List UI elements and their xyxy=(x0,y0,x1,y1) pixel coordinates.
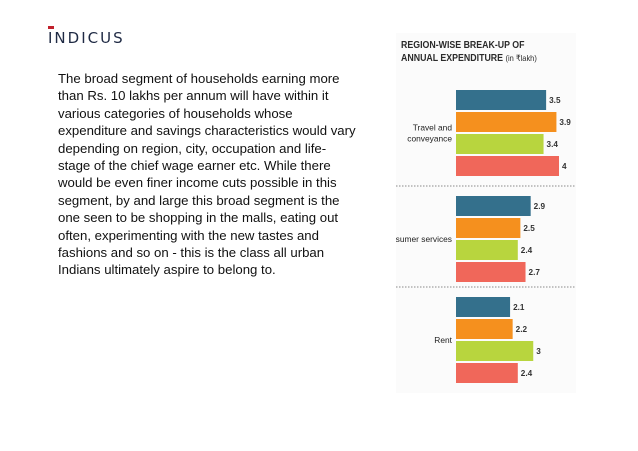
category-label-1-line-2: conveyance xyxy=(407,134,452,144)
data-label-g2-s4: 2.7 xyxy=(529,268,541,277)
bar-g2-s4 xyxy=(456,262,526,282)
category-label-3: Rent xyxy=(434,335,452,345)
data-label-g2-s1: 2.9 xyxy=(534,202,546,211)
data-label-g1-s1: 3.5 xyxy=(549,96,561,105)
data-label-g3-s1: 2.1 xyxy=(513,303,525,312)
body-paragraph: The broad segment of households earning … xyxy=(58,71,356,278)
category-label-2: Consumer services xyxy=(396,234,452,244)
data-label-g3-s4: 2.4 xyxy=(521,369,533,378)
bar-g1-s3 xyxy=(456,134,544,154)
data-label-g3-s3: 3 xyxy=(536,347,541,356)
chart-title-line-2-text: ANNUAL EXPENDITURE xyxy=(401,53,504,64)
chart-title-line-2: ANNUAL EXPENDITURE (in ₹lakh) xyxy=(401,52,537,65)
brand-name: INDICUS xyxy=(48,29,125,47)
data-label-g2-s2: 2.5 xyxy=(523,224,535,233)
bar-g3-s2 xyxy=(456,319,513,339)
data-label-g1-s3: 3.4 xyxy=(547,140,559,149)
bar-g1-s2 xyxy=(456,112,557,132)
chart-title: REGION-WISE BREAK-UP OF ANNUAL EXPENDITU… xyxy=(401,40,537,65)
data-label-g1-s4: 4 xyxy=(562,162,567,171)
bar-g2-s1 xyxy=(456,196,531,216)
category-label-1-line-1: Travel and xyxy=(413,123,453,133)
data-label-g3-s2: 2.2 xyxy=(516,325,528,334)
chart-title-line-1: REGION-WISE BREAK-UP OF xyxy=(401,40,525,51)
bar-g2-s2 xyxy=(456,218,521,238)
data-label-g1-s2: 3.9 xyxy=(559,118,571,127)
bar-g1-s4 xyxy=(456,156,559,176)
bar-g3-s4 xyxy=(456,363,518,383)
chart-unit: (in ₹lakh) xyxy=(505,53,537,63)
indicus-logo: INDICUS xyxy=(48,26,133,50)
bar-g2-s3 xyxy=(456,240,518,260)
bar-g1-s1 xyxy=(456,90,547,110)
logo-accent-mark xyxy=(48,26,54,29)
expenditure-chart-panel: REGION-WISE BREAK-UP OF ANNUAL EXPENDITU… xyxy=(396,33,576,393)
data-label-g2-s3: 2.4 xyxy=(521,246,533,255)
bar-g3-s1 xyxy=(456,297,511,317)
bar-g3-s3 xyxy=(456,341,534,361)
